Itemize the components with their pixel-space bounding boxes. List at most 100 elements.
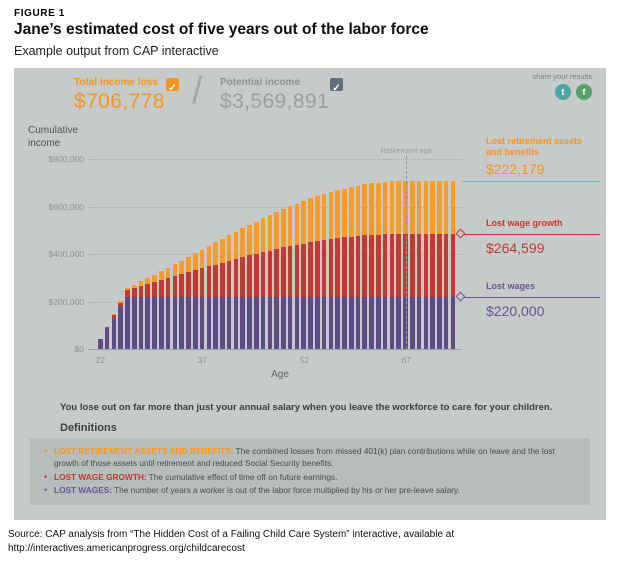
bar-age-50[interactable] — [287, 206, 293, 349]
bar-age-23[interactable] — [104, 326, 110, 349]
bar-age-41[interactable] — [226, 235, 232, 349]
bar-age-58[interactable] — [342, 188, 347, 349]
bar-segment — [131, 288, 137, 297]
bar-segment — [165, 296, 171, 349]
x-axis-tick-label: 37 — [197, 355, 208, 365]
bar-age-51[interactable] — [294, 203, 300, 349]
bar-age-45[interactable] — [253, 221, 259, 349]
source-line-1: Source: CAP analysis from “The Hidden Co… — [8, 529, 455, 540]
lost-wages-label: Lost wages — [486, 281, 536, 292]
bar-segment — [355, 236, 361, 297]
lost-wage-growth-callout-line — [455, 228, 600, 239]
bar-age-68[interactable] — [409, 181, 415, 349]
y-axis-tick-label: $800,000 — [48, 154, 84, 164]
bar-age-73[interactable] — [443, 181, 449, 349]
bar-age-33[interactable] — [172, 264, 178, 349]
bar-age-31[interactable] — [159, 271, 164, 349]
bar-age-29[interactable] — [145, 278, 151, 349]
bar-age-42[interactable] — [233, 231, 239, 349]
bar-age-72[interactable] — [437, 181, 442, 349]
bar-age-54[interactable] — [315, 196, 320, 349]
bar-segment — [199, 268, 205, 297]
bar-age-64[interactable] — [382, 182, 388, 349]
bar-segment — [321, 194, 327, 241]
bar-age-49[interactable] — [281, 209, 286, 349]
bar-age-27[interactable] — [131, 284, 137, 349]
lost-wages-callout-line — [455, 291, 600, 302]
potential-income-label: Potential income — [220, 77, 301, 88]
bar-age-37[interactable] — [199, 249, 205, 349]
total-income-loss-checkbox[interactable]: ✓ — [166, 78, 179, 94]
bar-age-56[interactable] — [328, 192, 334, 349]
bar-segment — [328, 192, 334, 240]
interactive-panel: Total income loss $706,778 ✓ / Potential… — [14, 68, 606, 520]
bar-age-74[interactable] — [450, 181, 456, 349]
bar-age-35[interactable] — [186, 257, 191, 349]
bar-segment — [382, 234, 388, 297]
bar-segment — [199, 249, 205, 269]
x-axis-tick-label: 67 — [401, 355, 412, 365]
bar-age-22[interactable] — [98, 338, 103, 349]
bar-segment — [430, 233, 435, 297]
bar-segment — [335, 190, 340, 239]
bar-segment — [213, 242, 218, 265]
bar-segment — [430, 296, 435, 349]
bullet-icon: • — [44, 485, 48, 496]
bar-age-46[interactable] — [260, 218, 266, 349]
bar-age-32[interactable] — [165, 267, 171, 349]
bar-age-60[interactable] — [355, 185, 361, 349]
bar-age-38[interactable] — [206, 246, 212, 349]
bar-age-62[interactable] — [369, 183, 374, 349]
bar-age-53[interactable] — [308, 198, 313, 349]
bar-age-36[interactable] — [192, 253, 198, 349]
bar-age-57[interactable] — [335, 190, 340, 349]
bar-age-66[interactable] — [396, 181, 401, 349]
bar-age-34[interactable] — [179, 260, 184, 349]
bar-age-65[interactable] — [389, 181, 395, 349]
bar-segment — [111, 317, 117, 349]
definition-term: LOST WAGES: — [54, 485, 113, 496]
bar-segment — [423, 181, 429, 234]
bar-segment — [423, 233, 429, 297]
bar-age-71[interactable] — [430, 181, 435, 349]
twitter-icon[interactable]: t — [555, 84, 571, 100]
bar-segment — [450, 233, 456, 297]
bar-age-26[interactable] — [125, 287, 130, 349]
bar-age-67[interactable] — [403, 181, 408, 349]
potential-income-control: Potential income $3,569,891 — [220, 77, 329, 114]
bar-segment — [450, 296, 456, 349]
bar-age-52[interactable] — [301, 201, 307, 349]
bar-age-55[interactable] — [321, 194, 327, 349]
bar-segment — [253, 253, 259, 297]
bar-age-25[interactable] — [118, 300, 123, 349]
bar-age-69[interactable] — [416, 181, 422, 349]
bar-segment — [274, 248, 279, 297]
definition-item: • LOST RETIREMENT ASSETS AND BENEFITS: The… — [44, 445, 578, 470]
bar-age-43[interactable] — [240, 228, 245, 349]
bar-age-24[interactable] — [111, 313, 117, 349]
bar-age-28[interactable] — [138, 281, 144, 349]
bar-segment — [328, 296, 334, 349]
bar-age-48[interactable] — [274, 212, 279, 349]
bar-age-59[interactable] — [348, 186, 354, 349]
share-your-results-label: share your results — [532, 72, 592, 81]
bar-segment — [165, 278, 171, 297]
potential-income-checkbox[interactable]: ✓ — [330, 78, 343, 94]
definition-text: The combined losses from missed 401(k) p… — [54, 446, 555, 469]
facebook-icon[interactable]: f — [576, 84, 592, 100]
bar-age-70[interactable] — [423, 181, 429, 349]
bar-segment — [138, 281, 144, 287]
bar-age-63[interactable] — [376, 182, 381, 349]
bar-age-47[interactable] — [267, 215, 273, 349]
bar-segment — [376, 182, 381, 235]
bar-age-39[interactable] — [213, 242, 218, 349]
bar-age-40[interactable] — [220, 238, 225, 349]
bar-segment — [152, 282, 157, 297]
bar-segment — [192, 296, 198, 349]
bar-age-44[interactable] — [247, 224, 252, 349]
bar-segment — [409, 233, 415, 297]
definition-item: • LOST WAGE GROWTH: The cumulative effect … — [44, 471, 578, 483]
bar-age-30[interactable] — [152, 274, 157, 349]
bar-segment — [355, 296, 361, 349]
bar-age-61[interactable] — [362, 184, 368, 349]
